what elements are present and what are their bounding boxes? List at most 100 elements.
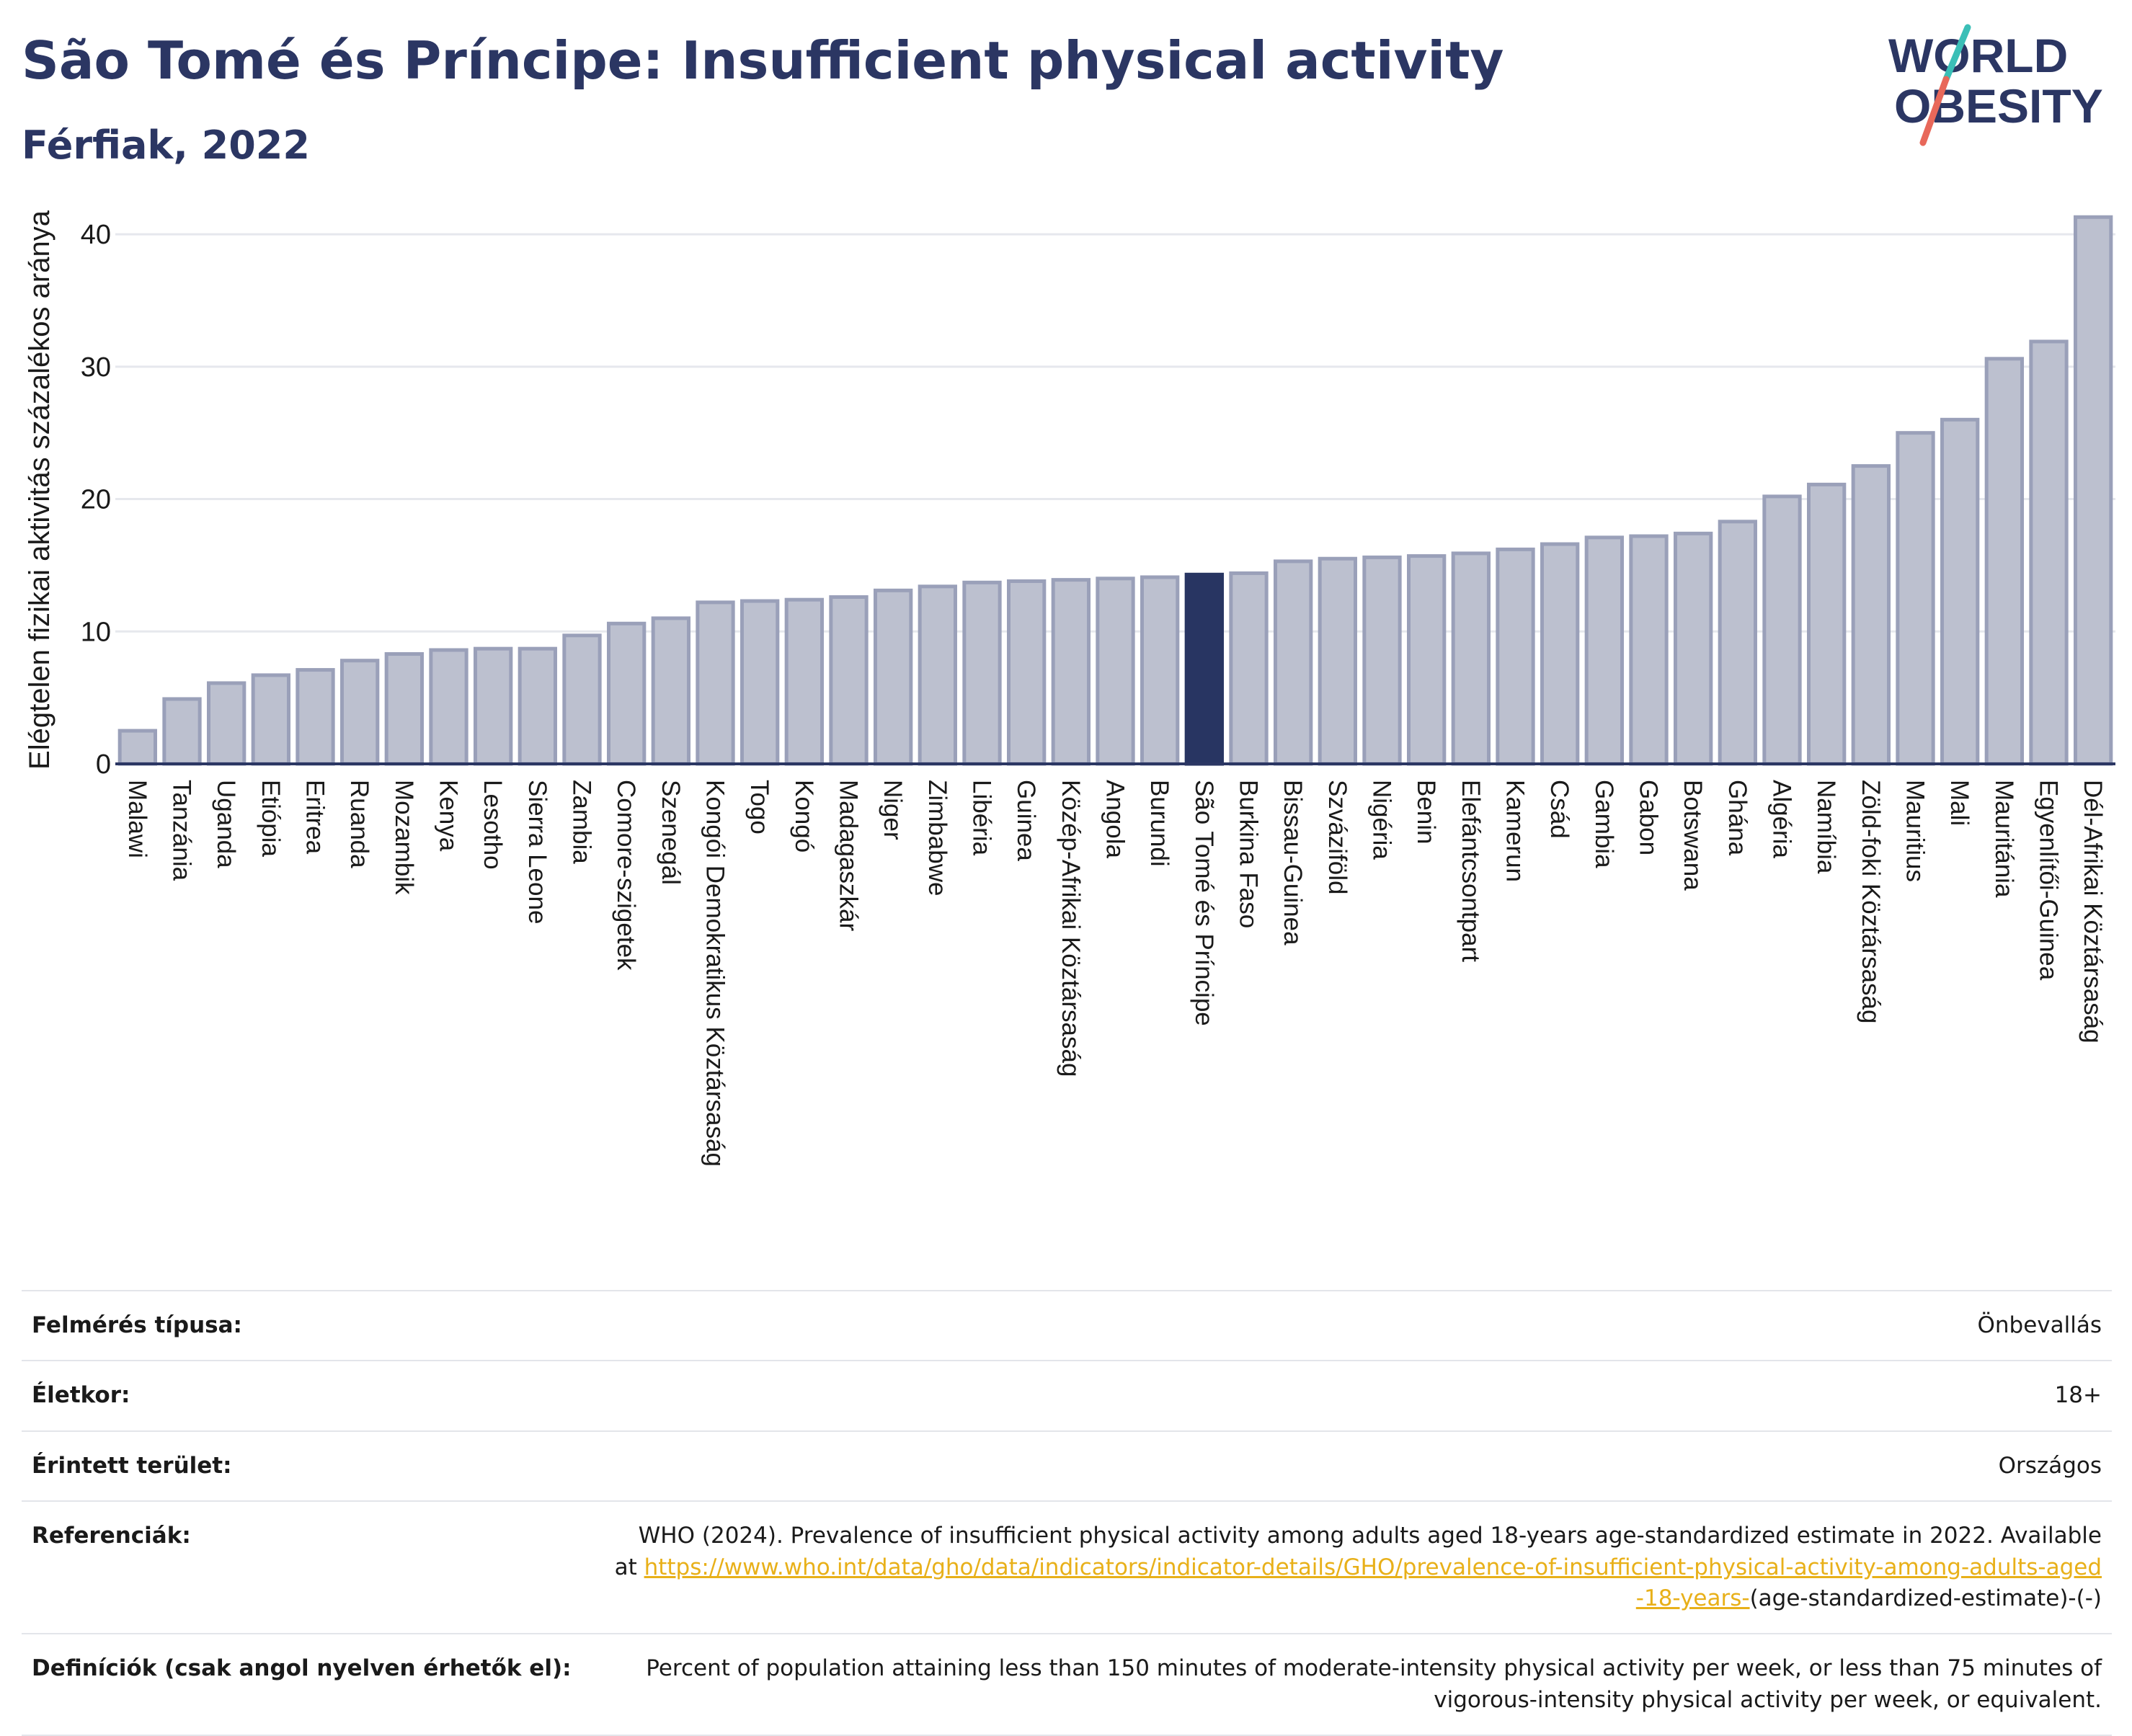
world-obesity-logo: WORLD OBESITY	[1888, 24, 2103, 146]
info-row: Érintett terület: Országos	[22, 1430, 2112, 1502]
x-tick-label: Togo	[745, 780, 773, 834]
x-tick-label: Mali	[1945, 780, 1973, 826]
x-tick-label: Kamerun	[1501, 780, 1529, 882]
y-tick-label: 20	[81, 485, 111, 515]
bar	[962, 580, 1002, 766]
x-tick-label: Comore-szigetek	[612, 780, 640, 971]
x-tick-label: Közép-Afrikai Köztársaság	[1057, 780, 1085, 1077]
bar	[1496, 547, 1535, 766]
bar	[918, 584, 957, 766]
y-tick-label: 40	[81, 220, 111, 250]
y-axis-label: Elégtelen fizikai aktivitás százalékos a…	[24, 210, 55, 770]
bar	[1629, 534, 1669, 766]
x-tick-label: Burkina Faso	[1235, 780, 1263, 928]
x-tick-label: Zambia	[568, 780, 596, 864]
x-tick-label: Gambia	[1590, 780, 1618, 868]
reference-text: WHO (2024). Prevalence of insufficient p…	[614, 1523, 2102, 1580]
x-tick-label: Ghána	[1723, 780, 1751, 856]
x-tick-label: Kongói Demokratikus Köztársaság	[701, 780, 729, 1167]
bar	[429, 648, 468, 766]
info-row: Életkor: 18+	[22, 1360, 2112, 1431]
info-label: Definíciók (csak angol nyelven érhetők e…	[22, 1633, 604, 1736]
bar	[2029, 339, 2069, 766]
x-tick-label: Benin	[1412, 780, 1440, 845]
x-tick-label: Niger	[879, 780, 907, 840]
info-row: Felmérés típusa: Önbevallás	[22, 1289, 2112, 1361]
x-tick-label: Angola	[1101, 780, 1129, 859]
bar	[1984, 357, 2025, 766]
x-tick-label: Nigéria	[1368, 780, 1396, 860]
x-tick-label: Dél-Afrikai Köztársaság	[2079, 780, 2107, 1043]
info-label: Referenciák:	[22, 1500, 604, 1634]
bar	[1762, 494, 1802, 766]
reference-link[interactable]: https://www.who.int/data/gho/data/indica…	[644, 1554, 2102, 1611]
info-row: Definíciók (csak angol nyelven érhetők e…	[22, 1633, 2112, 1736]
bar	[1807, 482, 1847, 766]
y-tick-label: 30	[81, 352, 111, 383]
bar	[1674, 531, 1713, 766]
x-tick-label: Elefántcsontpart	[1457, 780, 1485, 962]
bar	[1140, 575, 1180, 766]
bar	[1584, 535, 1625, 766]
bar	[251, 673, 290, 766]
bar	[1051, 578, 1091, 766]
info-value: WHO (2024). Prevalence of insufficient p…	[604, 1500, 2112, 1634]
bar	[207, 681, 246, 766]
bar	[829, 595, 869, 766]
bar	[2074, 215, 2113, 766]
bar	[696, 600, 735, 766]
x-tick-label: Guinea	[1012, 780, 1040, 861]
bars	[117, 215, 2113, 766]
x-tick-label: Namíbia	[1812, 780, 1840, 874]
info-table: Felmérés típusa: Önbevallás Életkor: 18+ Éri…	[22, 1289, 2112, 1736]
bar	[1940, 417, 1980, 766]
x-tick-label: Szváziföld	[1323, 780, 1351, 895]
x-tick-label: Kenya	[435, 780, 463, 852]
y-tick-label: 0	[96, 749, 111, 780]
x-tick-label: Uganda	[212, 780, 240, 868]
info-value: Percent of population attaining less tha…	[604, 1633, 2112, 1736]
bar	[1540, 542, 1580, 766]
x-tick-label: Szenegál	[657, 780, 685, 885]
bar	[296, 668, 335, 766]
x-tick-label: Sierra Leone	[523, 780, 551, 924]
x-tick-label: Etiópia	[257, 780, 285, 858]
x-axis-tick-labels: Malawi Tanzánia Uganda Etiópia Eritrea Ruanda…	[123, 780, 2107, 1167]
x-tick-label: Ruanda	[345, 780, 373, 868]
x-tick-label: Gabon	[1635, 780, 1663, 855]
info-row: Referenciák: WHO (2024). Prevalence of in…	[22, 1500, 2112, 1634]
bar	[1096, 577, 1135, 766]
chart-subtitle: Férfiak, 2022	[22, 123, 310, 168]
bar	[740, 599, 780, 766]
x-tick-label: Csád	[1545, 780, 1573, 839]
bar	[518, 646, 558, 766]
info-label: Felmérés típusa:	[22, 1289, 604, 1361]
bar	[1896, 431, 1935, 766]
bar	[1229, 571, 1269, 766]
x-tick-label: Mauritánia	[1990, 780, 2018, 898]
x-tick-label: Lesotho	[479, 780, 507, 870]
bar	[1407, 554, 1447, 766]
bar-highlighted	[1184, 572, 1224, 766]
bar	[162, 697, 202, 766]
bar	[474, 646, 513, 766]
reference-suffix: (age-standardized-estimate)-(-)	[1749, 1585, 2102, 1611]
x-tick-label: Zöld-foki Köztársaság	[1857, 780, 1885, 1023]
x-tick-label: Madagaszkár	[835, 780, 863, 931]
x-tick-label: Kongó	[790, 780, 818, 853]
bar	[607, 621, 647, 766]
info-label: Érintett terület:	[22, 1430, 604, 1502]
x-tick-label: Malawi	[123, 780, 151, 858]
bar	[562, 633, 602, 766]
bar	[874, 588, 913, 766]
x-tick-label: Algéria	[1768, 780, 1796, 858]
info-value: Országos	[604, 1430, 2112, 1502]
bar	[651, 616, 691, 766]
bar	[1718, 520, 1758, 766]
bar-chart: 0 10 20 30 40 Malawi Tanzánia Uganda Etiópia Eri…	[24, 210, 2115, 1167]
x-tick-label: Libéria	[968, 780, 996, 856]
x-tick-label: Bissau-Guinea	[1279, 780, 1307, 945]
x-tick-label: Tanzánia	[168, 780, 196, 881]
info-value: Önbevallás	[604, 1289, 2112, 1361]
x-tick-label: São Tomé és Príncipe	[1190, 780, 1218, 1026]
